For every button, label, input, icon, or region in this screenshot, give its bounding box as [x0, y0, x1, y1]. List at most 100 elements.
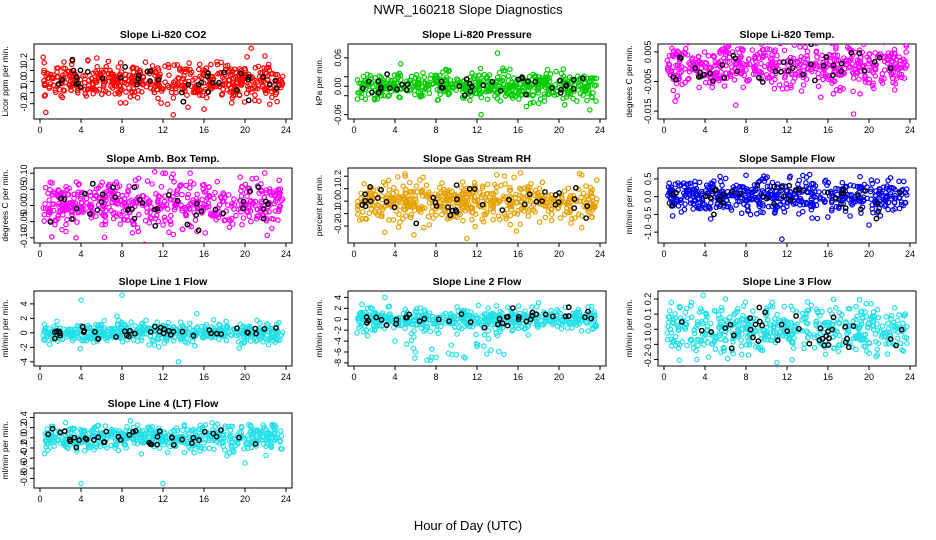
data-point — [412, 75, 419, 81]
reference-point — [73, 74, 80, 81]
data-point — [751, 64, 757, 70]
data-point — [204, 333, 211, 340]
data-point — [551, 92, 558, 99]
data-point — [85, 333, 92, 340]
data-point — [93, 186, 100, 192]
data-point — [108, 70, 114, 77]
data-point — [426, 222, 433, 228]
x-tick-label: 16 — [199, 372, 209, 382]
data-point — [134, 94, 141, 101]
data-point — [178, 182, 184, 188]
data-point — [135, 175, 142, 182]
data-point — [417, 305, 424, 311]
data-point — [744, 78, 751, 84]
data-point — [503, 215, 509, 222]
data-point — [681, 206, 688, 213]
data-point — [148, 204, 155, 210]
data-point — [668, 299, 675, 306]
reference-point — [555, 199, 562, 206]
data-point — [877, 213, 884, 219]
data-point — [853, 303, 859, 310]
data-point — [833, 87, 840, 93]
data-point — [817, 94, 824, 100]
data-point — [525, 332, 532, 338]
data-point — [703, 310, 709, 317]
data-point — [358, 90, 365, 97]
data-point — [354, 206, 361, 212]
data-point — [407, 198, 413, 204]
data-point — [814, 215, 821, 222]
x-tick-label: 8 — [433, 249, 438, 259]
data-point — [521, 208, 527, 215]
data-point — [124, 214, 130, 220]
data-point — [687, 180, 693, 187]
reference-point — [359, 201, 366, 208]
data-point — [155, 218, 162, 225]
reference-point — [570, 76, 577, 83]
data-point — [69, 330, 75, 337]
reference-point — [570, 85, 577, 92]
reference-point — [157, 324, 164, 331]
reference-point — [247, 188, 254, 195]
data-point — [228, 100, 235, 106]
data-point — [726, 192, 733, 199]
data-point — [152, 72, 158, 79]
data-point — [496, 69, 503, 76]
data-point — [47, 186, 53, 193]
data-point — [803, 174, 810, 181]
data-point — [122, 326, 128, 332]
reference-point — [830, 62, 837, 69]
data-point — [237, 205, 244, 211]
data-point — [584, 97, 590, 104]
data-point — [75, 326, 82, 333]
data-point — [858, 321, 865, 327]
data-point — [118, 69, 125, 75]
data-point — [749, 47, 756, 53]
reference-point — [857, 206, 864, 213]
data-point — [469, 209, 475, 216]
reference-point — [862, 187, 868, 194]
data-point — [674, 93, 681, 99]
data-point — [673, 62, 679, 69]
data-point — [237, 174, 244, 181]
data-point — [161, 214, 168, 221]
y-tick-label: 0.005 — [643, 41, 653, 64]
reference-point — [77, 67, 84, 74]
data-point — [759, 188, 766, 194]
data-point — [143, 317, 149, 324]
reference-point — [95, 335, 102, 342]
data-point — [500, 193, 507, 200]
data-point — [478, 194, 485, 201]
data-point — [192, 217, 199, 223]
data-point — [182, 79, 188, 85]
reference-point — [447, 212, 454, 219]
data-point — [485, 335, 492, 342]
reference-point — [792, 186, 799, 193]
y-tick-label: 0.2 — [19, 53, 29, 66]
data-point — [390, 184, 397, 191]
data-point — [896, 195, 903, 201]
data-point — [870, 209, 876, 216]
data-point — [502, 68, 508, 74]
data-point — [820, 59, 827, 66]
data-point — [122, 202, 128, 208]
data-point — [692, 178, 698, 185]
data-point — [418, 92, 425, 99]
data-point — [587, 75, 594, 82]
reference-point — [861, 67, 868, 74]
data-point — [805, 189, 811, 196]
reference-point — [87, 210, 93, 217]
y-tick-label: 0.00 — [333, 77, 343, 95]
reference-point — [180, 98, 187, 105]
data-point — [507, 184, 513, 191]
reference-point — [404, 81, 411, 88]
data-point — [724, 355, 731, 362]
data-point — [363, 216, 370, 222]
data-point — [41, 59, 47, 66]
data-point — [155, 199, 161, 206]
data-point — [670, 87, 677, 94]
x-tick-label: 12 — [782, 125, 792, 135]
data-point — [822, 351, 829, 358]
